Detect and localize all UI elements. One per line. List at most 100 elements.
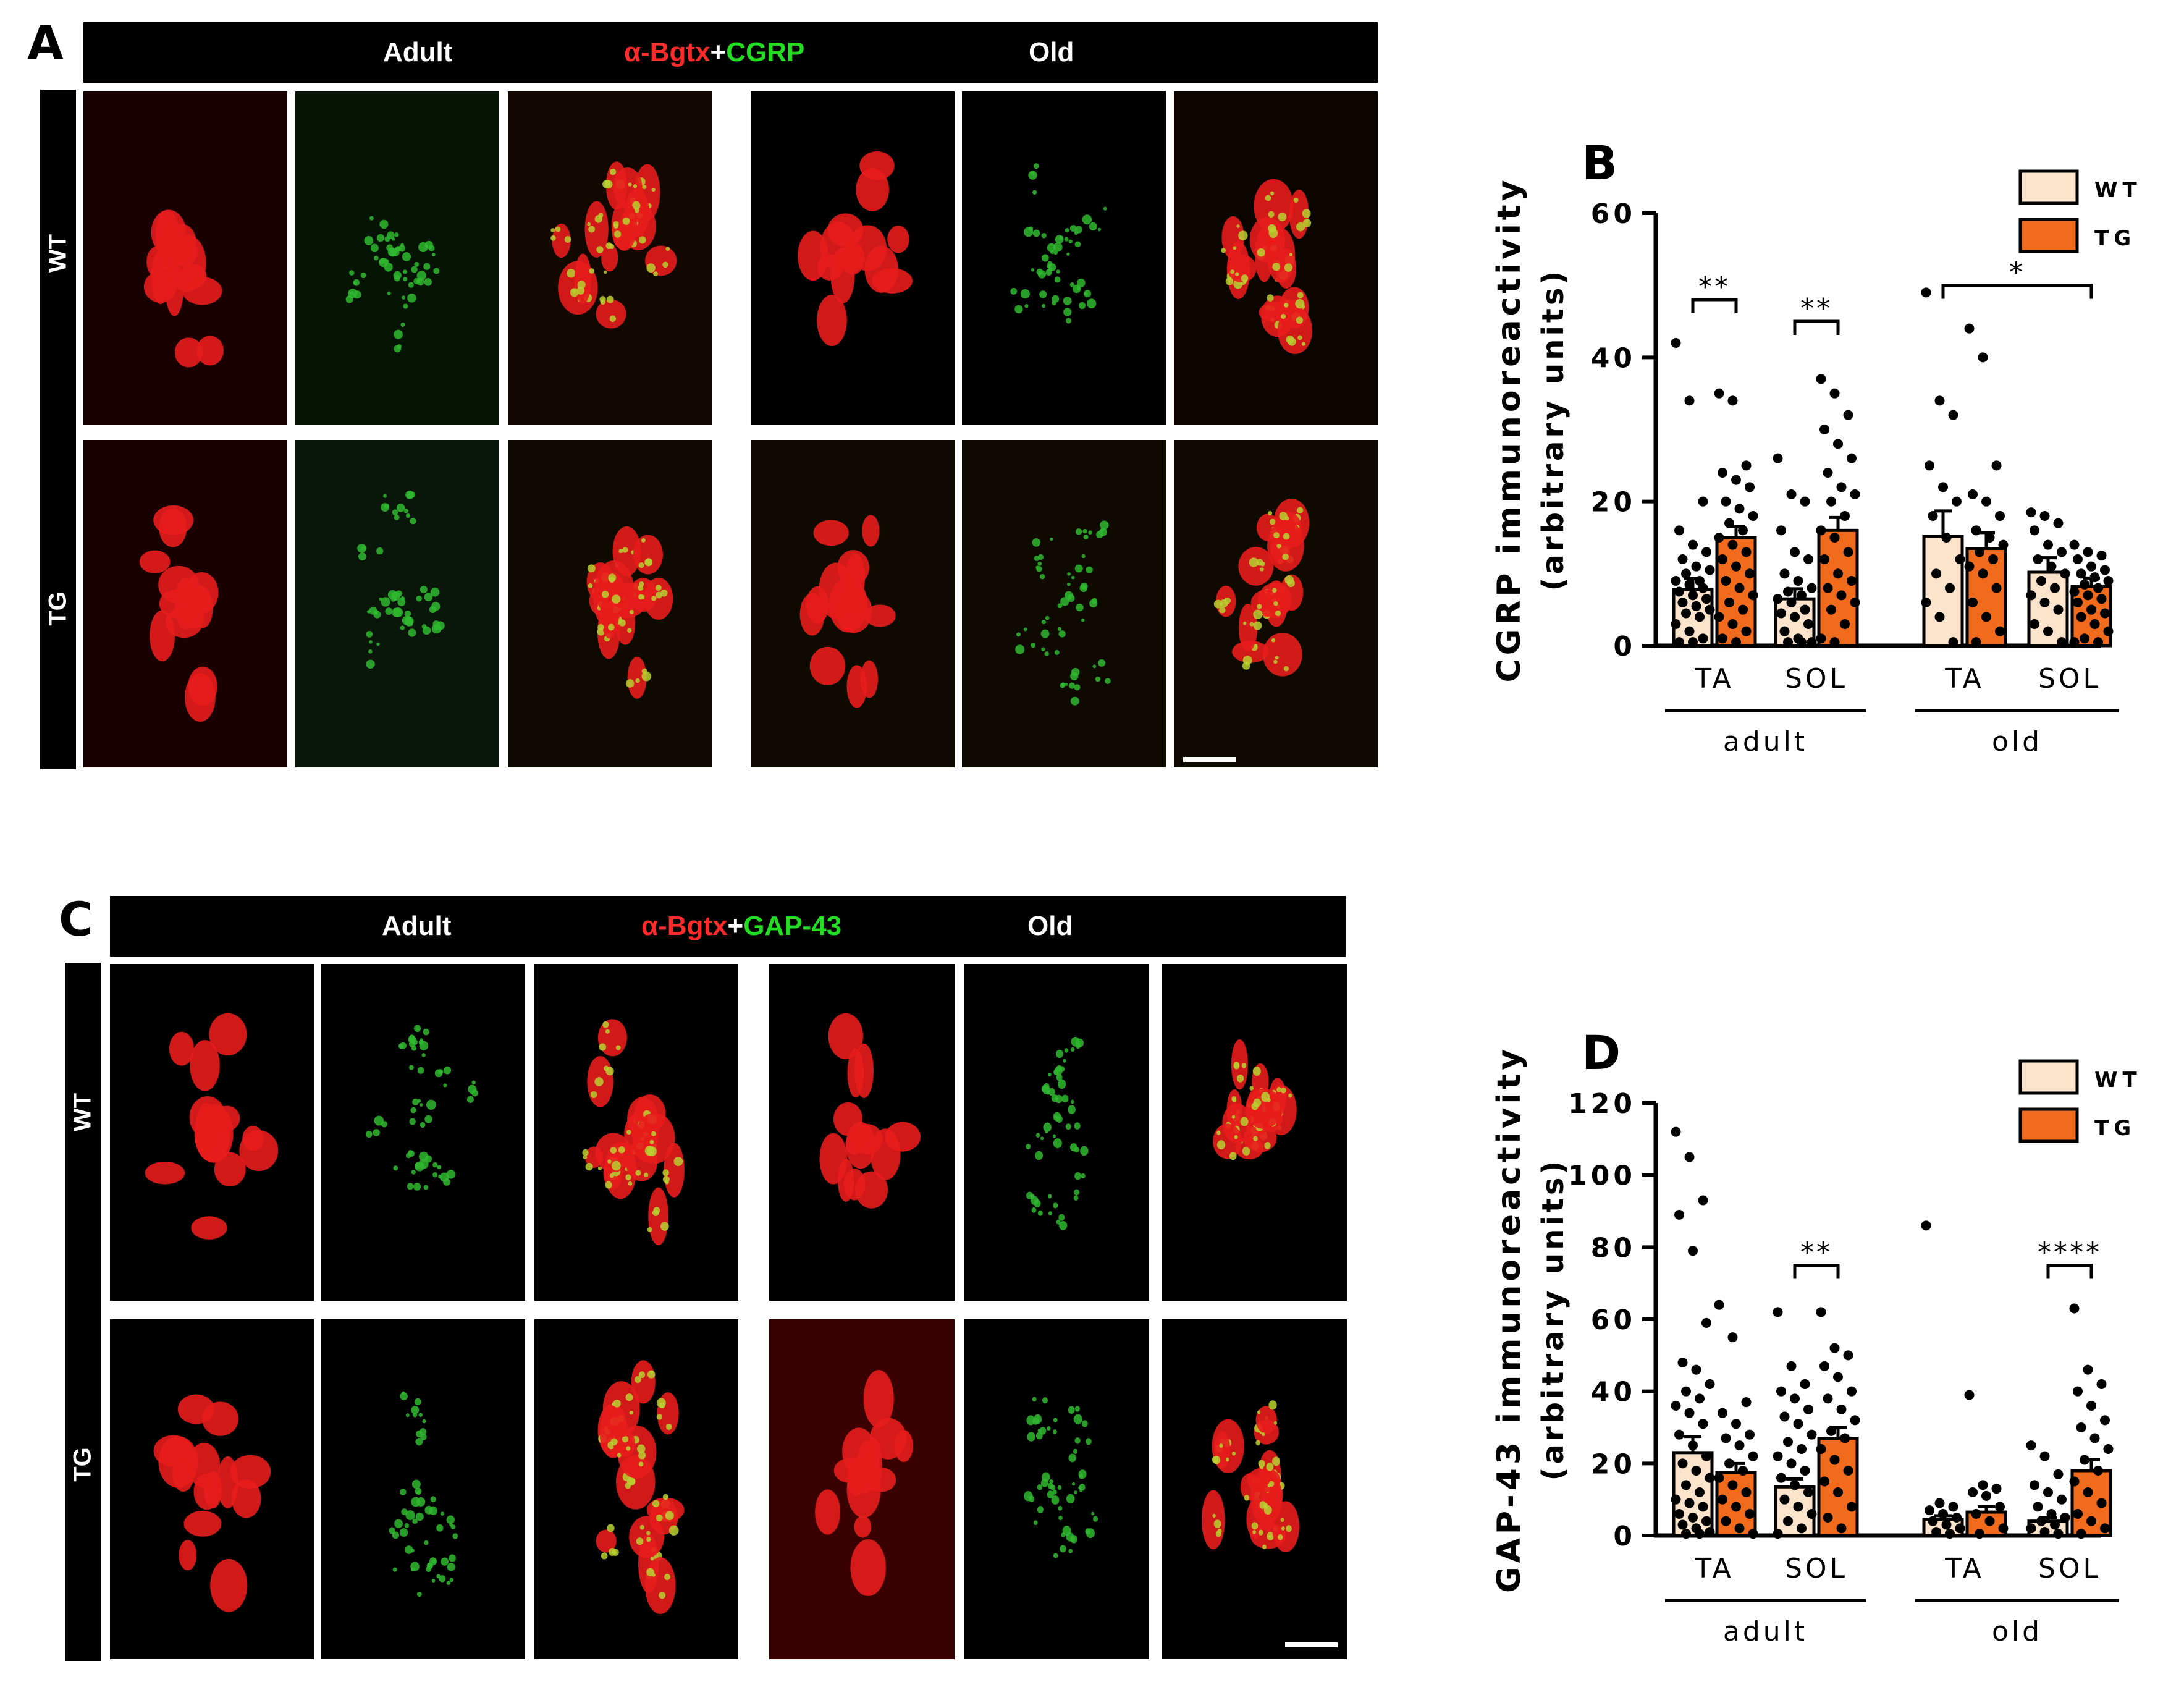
data-point [1776, 1473, 1786, 1483]
data-point [2089, 1433, 2100, 1443]
y-tick-label: 60 [1591, 1304, 1636, 1336]
data-point [2050, 1519, 2060, 1530]
data-point [1721, 576, 1731, 586]
data-point [2076, 1529, 2086, 1539]
data-point [1921, 1220, 1931, 1231]
data-point [2039, 511, 2050, 521]
group-label: adult [1723, 726, 1808, 758]
data-point [1677, 598, 1688, 607]
data-point [2026, 507, 2036, 518]
data-point [1783, 637, 1793, 648]
data-point [1741, 1487, 1752, 1497]
data-point [1850, 598, 1860, 607]
legend-label: WT [2094, 1068, 2142, 1092]
data-point [1721, 1433, 1731, 1443]
data-point [1671, 619, 1681, 629]
data-point [1691, 1364, 1701, 1375]
data-point [1971, 637, 1981, 648]
data-point [1695, 1393, 1705, 1404]
data-point [1745, 482, 1755, 492]
micrograph-tile [110, 964, 314, 1301]
header-marker-group: α-Bgtx+CGRP [624, 37, 804, 68]
micrograph-tile [321, 964, 525, 1301]
data-point [1995, 511, 2005, 521]
data-point [1931, 1527, 1941, 1537]
significance-label: ** [1800, 293, 1832, 324]
data-point [1714, 1473, 1724, 1483]
data-point [2083, 1364, 2093, 1375]
data-point [2069, 637, 2080, 648]
data-point [2039, 1451, 2050, 1461]
data-point [2043, 539, 2053, 550]
data-point [1701, 1317, 1711, 1328]
data-point [1975, 547, 1984, 557]
y-tick-label: 60 [1591, 198, 1636, 230]
significance-label: **** [2038, 1237, 2102, 1269]
header-marker-red: α-Bgtx [624, 37, 710, 67]
data-point [1731, 637, 1741, 648]
data-point [2046, 561, 2057, 572]
data-point [1847, 576, 1857, 586]
category-label: SOL [1785, 1553, 1848, 1584]
category-label: SOL [2038, 1553, 2101, 1584]
data-point [2026, 590, 2036, 601]
data-point [1829, 388, 1840, 399]
data-point [1833, 1372, 1843, 1382]
data-point [1776, 1386, 1786, 1397]
data-point [1734, 504, 1745, 514]
significance-bracket [1941, 284, 2093, 299]
data-point [1988, 554, 1998, 564]
data-point [1705, 1527, 1715, 1537]
data-point [1807, 1429, 1817, 1440]
data-point [1840, 619, 1850, 629]
data-point [1840, 1433, 1850, 1443]
data-point [1968, 1487, 1978, 1497]
data-point [1928, 1516, 1938, 1526]
data-point [1829, 637, 1840, 648]
data-point [1748, 590, 1758, 601]
data-point [2073, 554, 2083, 564]
data-point [1714, 533, 1724, 543]
data-point [2076, 568, 2086, 579]
y-tick-label: 0 [1613, 631, 1636, 662]
data-point [1797, 1444, 1807, 1454]
data-point [2073, 598, 2083, 607]
data-point [1731, 1419, 1741, 1429]
data-point [1847, 1386, 1857, 1397]
data-point [1734, 1523, 1745, 1534]
row-label-tg: TG [69, 1447, 96, 1482]
header-marker-group: α-Bgtx+GAP-43 [641, 911, 841, 942]
data-point [2046, 1509, 2057, 1519]
data-point [1826, 604, 1836, 615]
data-point [1793, 1502, 1803, 1512]
data-point [1826, 1426, 1836, 1436]
data-point [1819, 1476, 1829, 1487]
data-point [1724, 518, 1734, 528]
data-point [2103, 1444, 2114, 1454]
data-point [1807, 583, 1817, 593]
data-point [1738, 1466, 1748, 1476]
data-point [2053, 604, 2064, 615]
data-point [1701, 547, 1711, 557]
data-point [2069, 1476, 2080, 1487]
data-point [1721, 496, 1731, 507]
data-point [1779, 626, 1790, 636]
data-point [1698, 496, 1708, 507]
data-point [1738, 604, 1748, 615]
data-point [1823, 1512, 1833, 1523]
data-point [1921, 598, 1931, 607]
category-label: TA [1694, 1553, 1734, 1584]
data-point [1793, 576, 1803, 586]
data-point [1984, 533, 1995, 543]
data-point [1934, 612, 1945, 622]
data-point [1688, 539, 1698, 550]
data-point [1786, 1361, 1797, 1371]
micrograph-tile [769, 1319, 955, 1659]
data-point [2050, 583, 2060, 593]
data-point [1773, 1529, 1783, 1539]
data-point [2053, 1529, 2064, 1539]
data-point [1705, 1379, 1715, 1389]
data-point [2103, 576, 2114, 586]
data-point [1681, 608, 1691, 619]
data-point [1925, 1505, 1934, 1516]
